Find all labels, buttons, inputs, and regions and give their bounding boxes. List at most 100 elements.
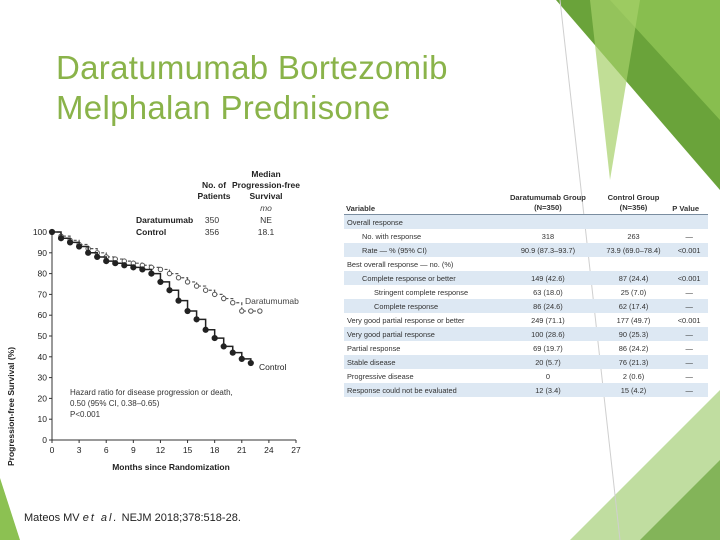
control-point (139, 266, 146, 273)
control-point (166, 287, 173, 294)
y-tick-label: 40 (38, 352, 48, 362)
daratumumab-point (239, 308, 245, 314)
x-axis-label: Months since Randomization (112, 462, 230, 472)
y-tick-label: 10 (38, 414, 48, 424)
table-row: Very good partial response 100 (28.6) 90 (… (344, 327, 708, 341)
y-tick-label: 100 (33, 227, 47, 237)
title-line-1: Daratumumab Bortezomib (56, 49, 448, 86)
curve-label-control: Control (259, 362, 287, 372)
x-tick-label: 15 (183, 445, 193, 455)
hazard-ratio-line-1: Hazard ratio for disease progression or … (70, 388, 233, 397)
daratumumab-curve (52, 231, 260, 312)
header-variable: Variable (346, 204, 376, 213)
daratumumab-point (211, 291, 218, 298)
slide-title: Daratumumab Bortezomib Melphalan Prednis… (56, 48, 556, 128)
control-point (193, 316, 200, 323)
header-control-line2: (N=356) (619, 203, 648, 212)
daratumumab-point (184, 279, 191, 285)
row-control-value: 25 (7.0) (620, 287, 647, 297)
table-row: No. with response 318 263 — (344, 229, 708, 243)
response-table: Variable Daratumumab Group (N=350) Contr… (344, 192, 708, 397)
citation-reference: NEJM 2018;378:518-28. (121, 512, 241, 524)
row-label: Response could not be evaluated (344, 383, 500, 397)
legend-dara-patients: 350 (205, 215, 219, 225)
row-label: Rate — % (95% CI) (344, 243, 500, 257)
median-header-3: Survival (249, 191, 282, 201)
control-point (76, 243, 83, 250)
row-label: Stable disease (344, 355, 500, 369)
row-pvalue: — (685, 287, 693, 297)
row-pvalue: <0.001 (670, 243, 708, 257)
control-point (85, 249, 92, 256)
header-pvalue: P Value (672, 204, 700, 213)
row-control-value: 177 (49.7) (616, 315, 651, 325)
pfs-chart: 0 3 6 9 12 15 18 21 24 27 0 10 20 30 40 50 60 70 80 90 100 P… (6, 169, 301, 472)
row-pvalue: <0.001 (677, 315, 701, 325)
row-control-value: 62 (17.4) (596, 299, 671, 313)
row-label: Complete response (344, 299, 500, 313)
chart-lines (48, 228, 263, 367)
row-control-value (597, 257, 671, 271)
row-pvalue: — (670, 299, 708, 313)
control-point (103, 258, 110, 265)
table-row: Stringent complete response 63 (18.0) 25 (… (344, 285, 708, 299)
bottom-shape-dark (640, 460, 720, 540)
row-dara-value: 100 (28.6) (499, 327, 597, 341)
row-label: Stringent complete response (374, 287, 469, 297)
row-label: Best overall response — no. (%) (347, 259, 454, 269)
header-dara-group: Daratumumab Group (N=350) (499, 192, 597, 215)
row-label: Progressive disease (347, 371, 414, 381)
table-row: Rate — % (95% CI) 90.9 (87.3–93.7) 73.9 (6… (344, 243, 708, 257)
control-point (148, 270, 155, 277)
row-dara-value: 318 (541, 231, 555, 241)
row-pvalue (670, 214, 708, 229)
x-tick-label: 27 (291, 445, 301, 455)
daratumumab-point (157, 266, 164, 273)
row-pvalue (670, 257, 708, 271)
y-tick-label: 30 (38, 373, 48, 383)
row-dara-value: 63 (18.0) (533, 287, 563, 297)
row-control-value: 86 (24.2) (618, 343, 649, 353)
title-line-2: Melphalan Prednisone (56, 89, 391, 126)
control-point (175, 297, 182, 304)
control-point (247, 359, 254, 367)
hazard-ratio-pvalue: P<0.001 (70, 410, 101, 419)
row-pvalue: — (685, 231, 693, 241)
daratumumab-point (166, 270, 173, 277)
row-dara-value: 249 (71.1) (531, 315, 565, 325)
control-point (94, 253, 101, 261)
row-control-value: 87 (24.4) (596, 271, 671, 285)
table-row: Response could not be evaluated 12 (3.4) 1… (344, 383, 708, 397)
row-pvalue: — (670, 383, 708, 397)
legend-control-patients: 356 (205, 227, 219, 237)
row-pvalue: — (685, 343, 693, 353)
y-axis-label: Progression-free Survival (%) (6, 347, 16, 466)
y-tick-label: 70 (38, 289, 48, 299)
deco-line (559, 0, 621, 540)
control-point (112, 260, 119, 267)
citation-authors: Mateos MV (24, 512, 80, 524)
daratumumab-point (175, 275, 182, 281)
left-shape (0, 478, 20, 540)
control-point (157, 278, 164, 286)
control-curve (52, 231, 252, 364)
table-row: Very good partial response or better 249 … (344, 313, 708, 327)
row-control-value: 76 (21.3) (596, 355, 671, 369)
row-label: Very good partial response (344, 327, 500, 341)
median-header-2: Progression-free (232, 180, 300, 190)
daratumumab-point (257, 308, 263, 314)
citation-etal: et al. (82, 512, 119, 524)
row-control-value: 15 (4.2) (596, 383, 671, 397)
daratumumab-point (202, 287, 209, 293)
table-header-row: Variable Daratumumab Group (N=350) Contr… (344, 192, 708, 215)
row-label: Very good partial response or better (347, 315, 465, 325)
row-dara-value (499, 257, 597, 271)
daratumumab-point (230, 300, 236, 306)
legend-control-median: 18.1 (258, 227, 275, 237)
control-point (229, 349, 236, 356)
daratumumab-point (193, 283, 200, 289)
x-tick-label: 12 (156, 445, 166, 455)
row-dara-value: 149 (42.6) (499, 271, 597, 285)
row-label: Complete response or better (344, 271, 500, 285)
legend-dara-median: NE (260, 215, 272, 225)
